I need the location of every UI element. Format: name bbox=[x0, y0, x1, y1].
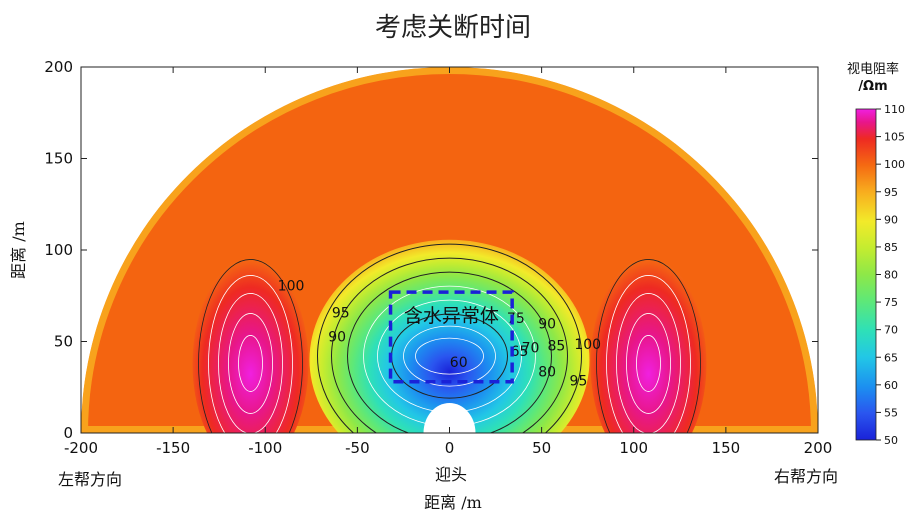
colorbar-tick-label: 70 bbox=[884, 324, 898, 337]
resistivity-field bbox=[81, 66, 818, 434]
contour-label: 60 bbox=[450, 355, 468, 371]
colorbar-tick-label: 80 bbox=[884, 269, 898, 282]
colorbar-tick-label: 65 bbox=[884, 351, 898, 364]
y-axis: 0 50 100 150 200 bbox=[44, 58, 818, 442]
contour-left-1 bbox=[208, 275, 293, 434]
x-tick-label: 50 bbox=[532, 439, 551, 457]
contour-label: 70 bbox=[522, 340, 540, 356]
contour-left-4 bbox=[238, 335, 263, 392]
contour-center-1 bbox=[331, 257, 568, 434]
x-tick-label: -200 bbox=[64, 439, 98, 457]
x-tick-label: 200 bbox=[804, 439, 833, 457]
colorbar-tick-label: 50 bbox=[884, 434, 898, 447]
contour-left-2 bbox=[218, 293, 283, 434]
x-axis: -200 -150 -100 -50 0 50 100 150 200 bbox=[64, 67, 832, 457]
contour-label: 95 bbox=[332, 306, 350, 322]
contour-label: 85 bbox=[547, 339, 565, 355]
colorbar-tick-label: 95 bbox=[884, 186, 898, 199]
x-tick-label: 150 bbox=[712, 439, 741, 457]
contour-label: 75 bbox=[507, 311, 525, 327]
contour-center-7 bbox=[415, 337, 484, 375]
y-tick-label: 150 bbox=[44, 150, 73, 168]
x-tick-label: -100 bbox=[248, 439, 282, 457]
anomaly-box bbox=[388, 290, 514, 384]
contour-label: 90 bbox=[538, 317, 556, 333]
x-tick-label: -150 bbox=[156, 439, 190, 457]
right-lobe bbox=[590, 258, 707, 434]
colorbar-tick-label: 75 bbox=[884, 296, 898, 309]
contour-right-2 bbox=[616, 293, 681, 434]
colorbar-tick-label: 60 bbox=[884, 379, 898, 392]
colorbar-tick-label: 110 bbox=[884, 103, 905, 116]
contour-lines bbox=[198, 243, 701, 434]
x-axis-label: 距离 /m bbox=[424, 493, 482, 512]
left-side-label: 左帮方向 bbox=[58, 470, 122, 489]
contour-right-0 bbox=[596, 259, 701, 434]
y-axis-label: 距离 /m bbox=[9, 221, 28, 279]
y-tick-label: 0 bbox=[63, 424, 73, 442]
contour-label: 95 bbox=[570, 373, 588, 389]
x-tick-label: 100 bbox=[619, 439, 648, 457]
x-tick-label: 0 bbox=[445, 439, 455, 457]
colorbar-tick-label: 100 bbox=[884, 158, 905, 171]
center-label: 迎头 bbox=[435, 465, 467, 484]
contour-right-3 bbox=[626, 313, 671, 414]
colorbar bbox=[855, 108, 877, 441]
center-anomaly bbox=[309, 239, 590, 434]
chart-title: 考虑关断时间 bbox=[375, 13, 531, 43]
y-tick-label: 100 bbox=[44, 241, 73, 259]
y-tick-label: 200 bbox=[44, 58, 73, 76]
colorbar-tick-label: 90 bbox=[884, 213, 898, 226]
colorbar-tick-label: 85 bbox=[884, 241, 898, 254]
left-lobe bbox=[192, 258, 309, 434]
contour-center-0 bbox=[317, 243, 582, 434]
x-tick-label: -50 bbox=[345, 439, 370, 457]
contour-label: 100 bbox=[278, 278, 305, 294]
contour-right-1 bbox=[606, 275, 691, 434]
contour-label: 80 bbox=[538, 364, 556, 380]
contour-right-4 bbox=[636, 335, 661, 392]
contour-center-2 bbox=[347, 271, 552, 434]
right-side-label: 右帮方向 bbox=[774, 467, 838, 486]
contour-left-0 bbox=[198, 259, 303, 434]
contour-label: 100 bbox=[574, 337, 601, 353]
contour-center-4 bbox=[377, 299, 522, 413]
contour-center-3 bbox=[363, 285, 536, 427]
contour-label: 65 bbox=[511, 344, 529, 360]
colorbar-ticks: 50 55 60 65 70 75 80 85 90 95 100 105 110 bbox=[876, 103, 905, 447]
colorbar-title: 视电阻率 bbox=[847, 61, 899, 77]
y-tick-label: 50 bbox=[54, 333, 73, 351]
contour-left-3 bbox=[228, 313, 273, 414]
colorbar-tick-label: 105 bbox=[884, 131, 905, 144]
anomaly-label: 含水异常体 bbox=[404, 305, 499, 327]
colorbar-unit: /Ωm bbox=[858, 79, 887, 94]
contour-label: 90 bbox=[328, 330, 346, 346]
contour-center-6 bbox=[403, 325, 496, 387]
colorbar-tick-label: 55 bbox=[884, 406, 898, 419]
